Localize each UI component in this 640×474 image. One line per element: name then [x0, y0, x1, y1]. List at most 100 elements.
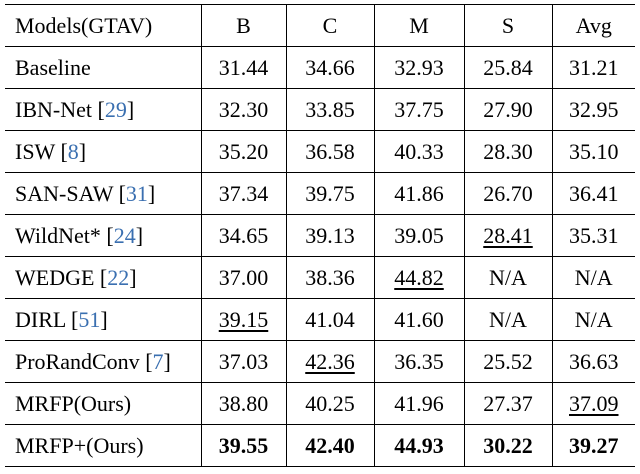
cell-value-text: 27.37 [483, 390, 533, 416]
cell-value-text: 25.52 [483, 348, 533, 374]
results-table-body: Models(GTAV) B C M S Avg Baseline 31.44 34… [5, 4, 635, 467]
cell-value: 35.20 [200, 130, 286, 173]
cell-value: N/A [463, 298, 552, 341]
citation-link[interactable]: 29 [104, 96, 127, 122]
cell-value: 39.55 [200, 424, 286, 467]
header-avg: Avg [551, 4, 635, 47]
cell-value-text: 34.66 [305, 54, 355, 80]
cell-value: 40.33 [373, 130, 464, 173]
cell-value: 35.10 [551, 130, 635, 173]
citation-link[interactable]: 51 [78, 306, 101, 332]
table-row: WildNet* [24] 34.65 39.13 39.05 28.41 35.31 [5, 214, 635, 257]
cell-value: 31.44 [200, 46, 286, 89]
cell-value: 39.27 [551, 424, 635, 467]
table-row: Baseline 31.44 34.66 32.93 25.84 31.21 [5, 46, 635, 89]
cell-value-text: 35.20 [218, 138, 269, 164]
cell-value-text: 36.63 [569, 348, 619, 374]
cell-value-text: 39.55 [218, 432, 269, 458]
cell-value-text: 36.35 [394, 348, 444, 374]
cell-value: 31.21 [551, 46, 635, 89]
cell-value-text: 31.44 [218, 54, 269, 80]
cell-value: N/A [551, 298, 635, 341]
cell-value-text: 44.93 [394, 432, 444, 458]
model-name-text: ISW [15, 138, 55, 164]
cell-value-text: 32.95 [569, 96, 619, 122]
row-model-name: Baseline [5, 47, 201, 89]
cell-value: 37.34 [200, 172, 286, 215]
cell-value: 39.05 [373, 214, 464, 257]
model-name-text: DIRL [15, 306, 66, 332]
citation-link[interactable]: 22 [107, 264, 130, 290]
cell-value: 41.96 [373, 382, 464, 425]
citation-link[interactable]: 24 [113, 222, 136, 248]
cell-value: N/A [551, 256, 635, 299]
cell-value-text: 39.15 [218, 306, 269, 332]
cell-value: 40.25 [285, 382, 374, 425]
model-name-text: IBN-Net [15, 96, 92, 122]
cell-value-text: 39.75 [305, 180, 355, 206]
table-row: DIRL [51] 39.15 41.04 41.60 N/A N/A [5, 298, 635, 341]
cell-value: 41.60 [373, 298, 464, 341]
citation-link[interactable]: 8 [67, 138, 79, 164]
cell-value-text: 39.13 [305, 222, 355, 248]
cell-value: 27.37 [463, 382, 552, 425]
cell-value: 37.09 [551, 382, 635, 425]
model-name-text: WildNet* [15, 222, 101, 248]
header-m: M [373, 4, 464, 47]
cell-value: 34.66 [285, 46, 374, 89]
cell-value: 42.40 [285, 424, 374, 467]
table-row: ProRandConv [7] 37.03 42.36 36.35 25.52 36.63 [5, 340, 635, 383]
citation-link[interactable]: 31 [125, 180, 148, 206]
cell-value-text: 41.04 [305, 306, 355, 332]
cell-value-text: 37.75 [394, 96, 444, 122]
cell-value: 39.15 [200, 298, 286, 341]
cell-value-text: 32.93 [394, 54, 444, 80]
cell-value-text: 42.40 [305, 432, 355, 458]
cell-value-text: 27.90 [483, 96, 533, 122]
cell-value-text: 40.25 [305, 390, 355, 416]
row-model-name: WEDGE [22] [15, 264, 137, 290]
cell-value: 38.80 [200, 382, 286, 425]
cell-value: 36.41 [551, 172, 635, 215]
table-row: WEDGE [22] 37.00 38.36 44.82 N/A N/A [5, 256, 635, 299]
table-row: MRFP(Ours) 38.80 40.25 41.96 27.37 37.09 [5, 382, 635, 425]
cell-value: 44.93 [373, 424, 464, 467]
cell-value-text: 26.70 [483, 180, 533, 206]
cell-value-text: 42.36 [305, 348, 355, 374]
cell-value-text: 41.96 [394, 390, 444, 416]
cell-value-text: N/A [489, 264, 527, 290]
cell-value-text: 35.31 [569, 222, 619, 248]
row-model-name: MRFP(Ours) [5, 383, 201, 425]
row-model-name: ProRandConv [7] [15, 348, 171, 374]
cell-value-text: 44.82 [394, 264, 444, 290]
cell-value-text: 34.65 [218, 222, 269, 248]
cell-value: 41.86 [373, 172, 464, 215]
cell-value: 36.58 [285, 130, 374, 173]
citation-link[interactable]: 7 [152, 348, 164, 374]
cell-value: 35.31 [551, 214, 635, 257]
cell-value: 32.93 [373, 46, 464, 89]
header-c: C [285, 4, 374, 47]
cell-value-text: N/A [574, 264, 613, 290]
model-name-text: Baseline [15, 54, 91, 80]
cell-value-text: 39.27 [569, 432, 619, 458]
row-model-name: ISW [8] [15, 138, 87, 164]
model-name-text: WEDGE [15, 264, 95, 290]
cell-value: 27.90 [463, 88, 552, 131]
row-model-name: DIRL [51] [15, 306, 108, 332]
cell-value-text: 28.41 [483, 222, 533, 248]
cell-value: 25.52 [463, 340, 552, 383]
cell-value: 39.75 [285, 172, 374, 215]
cell-value-text: 35.10 [569, 138, 619, 164]
cell-value-text: 25.84 [483, 54, 533, 80]
cell-value-text: 39.05 [394, 222, 444, 248]
cell-value-text: N/A [574, 306, 613, 332]
cell-value-text: 41.86 [394, 180, 444, 206]
cell-value: 28.41 [463, 214, 552, 257]
cell-value-text: 37.03 [218, 348, 269, 374]
cell-value: 30.22 [463, 424, 552, 467]
cell-value: 34.65 [200, 214, 286, 257]
model-name-text: SAN-SAW [15, 180, 114, 206]
cell-value: 28.30 [463, 130, 552, 173]
cell-value: 32.30 [200, 88, 286, 131]
